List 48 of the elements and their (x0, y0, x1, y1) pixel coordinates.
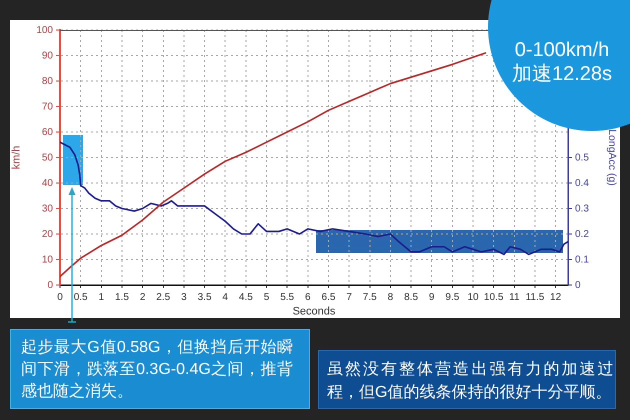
x-tick-label: 3.5 (198, 292, 212, 303)
y-tick-label: 80 (42, 76, 54, 87)
y-axis-title: km/h (10, 146, 23, 170)
x-tick-label: 5.5 (280, 292, 295, 303)
x-tick-label: 6.5 (322, 292, 336, 303)
x-tick-label: 2 (140, 292, 146, 303)
x-tick-label: 7.5 (362, 292, 378, 303)
x-tick-label: 3 (181, 292, 188, 303)
x-tick-label: 1 (98, 292, 105, 303)
y2-tick-label: 0.2 (575, 228, 590, 240)
y-tick-label: 70 (42, 101, 54, 112)
x-tick-label: 8 (388, 292, 394, 303)
x-tick-label: 0 (57, 292, 64, 303)
y-tick-label: 60 (42, 126, 54, 138)
y-tick-label: 10 (42, 254, 54, 266)
y-tick-label: 30 (42, 203, 54, 214)
x-tick-label: 11.5 (526, 292, 545, 303)
x-tick-label: 6 (305, 292, 312, 303)
y-tick-label: 0 (47, 280, 54, 291)
x-tick-label: 4 (222, 292, 228, 303)
y2-tick-label: 0 (575, 280, 581, 291)
x-tick-label: 4.5 (238, 292, 254, 303)
text: 虽然没有整体营造出强有力的加速过程，但G值的线条保持的很好十分平顺。 (318, 350, 616, 409)
y-tick-label: 50 (42, 152, 54, 164)
y2-axis-title: LongAcc (g) (606, 129, 618, 186)
annotation: 0-100km/h 加速12.28s (510, 38, 614, 86)
x-tick-label: 0.5 (74, 292, 88, 303)
y2-tick-label: 0.4 (575, 178, 590, 189)
x-tick-label: 9 (428, 292, 435, 303)
y-tick-label: 20 (42, 228, 54, 240)
y-tick-label: 100 (36, 24, 54, 36)
x-tick-label: 9.5 (445, 292, 460, 303)
x-tick-label: 10.5 (484, 292, 504, 303)
y2-tick-label: 0.3 (575, 203, 590, 214)
y-tick-label: 90 (42, 50, 54, 62)
y2-tick-label: 0.5 (575, 152, 590, 164)
x-tick-label: 8.5 (404, 292, 418, 303)
x-axis-title: Seconds (292, 305, 336, 318)
x-tick-label: 5 (264, 292, 270, 303)
x-tick-label: 1.5 (115, 292, 130, 303)
x-tick-label: 10 (467, 292, 480, 303)
x-tick-label: 2.5 (156, 292, 171, 303)
text: 起步最大G值0.58G，但换挡后开始瞬间下滑，跌落至0.3G-0.4G之间，推背感也随之消失。 (10, 329, 310, 409)
x-tick-label: 11 (509, 292, 520, 303)
x-tick-label: 12 (550, 292, 562, 303)
y-tick-label: 40 (42, 178, 54, 189)
y2-tick-label: 0.1 (575, 254, 590, 266)
x-tick-label: 7 (346, 292, 352, 303)
